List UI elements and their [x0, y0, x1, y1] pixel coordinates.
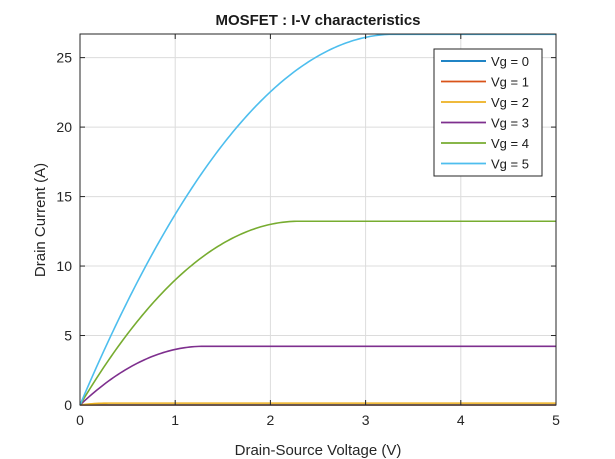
x-tick-label: 5 — [552, 412, 560, 428]
axis-ticks: 0 1 2 3 4 5 0 5 10 15 20 25 — [56, 34, 560, 428]
legend-label-3: Vg = 3 — [491, 116, 529, 131]
plot-frame — [79, 33, 557, 406]
x-axis-label: Drain-Source Voltage (V) — [235, 442, 402, 459]
legend-label-5: Vg = 5 — [491, 157, 529, 172]
legend-label-2: Vg = 2 — [491, 95, 529, 110]
legend-label-0: Vg = 0 — [491, 54, 529, 69]
series-line-3 — [79, 345, 556, 406]
x-tick-label: 2 — [267, 412, 275, 428]
y-tick-label: 25 — [56, 50, 72, 66]
y-axis-label: Drain Current (A) — [32, 163, 49, 277]
x-tick-label: 3 — [362, 412, 370, 428]
series-line-2 — [79, 402, 556, 406]
legend: Vg = 0 Vg = 1 Vg = 2 Vg = 3 Vg = 4 Vg = 5 — [433, 48, 543, 177]
x-tick-label: 0 — [76, 412, 84, 428]
legend-box — [433, 48, 543, 177]
legend-label-4: Vg = 4 — [491, 136, 529, 151]
y-tick-label: 20 — [56, 119, 72, 135]
series-line-4 — [79, 220, 556, 406]
y-tick-label: 0 — [64, 397, 72, 413]
y-tick-label: 10 — [56, 258, 72, 274]
x-tick-label: 1 — [171, 412, 179, 428]
legend-label-1: Vg = 1 — [491, 75, 529, 90]
y-tick-label: 5 — [64, 328, 72, 344]
chart-title: MOSFET : I-V characteristics — [215, 12, 420, 29]
y-tick-label: 15 — [56, 189, 72, 205]
x-tick-label: 4 — [457, 412, 465, 428]
